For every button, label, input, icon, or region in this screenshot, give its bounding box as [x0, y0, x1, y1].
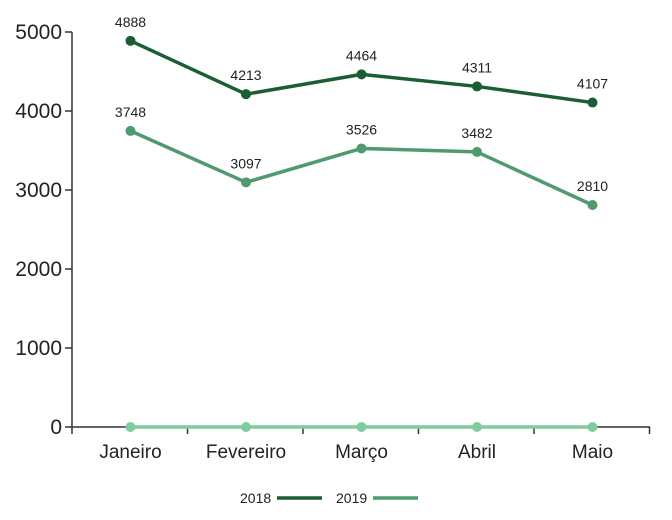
data-label: 4464 — [346, 47, 377, 63]
y-tick-label: 1000 — [15, 337, 62, 360]
data-point — [241, 422, 251, 432]
series-line — [129, 129, 594, 207]
data-label: 2810 — [577, 178, 608, 194]
data-label: 4107 — [577, 76, 608, 92]
x-axis-ticks: Janeiro Fevereiro Março Abril Maio — [71, 427, 651, 463]
data-label: 3526 — [346, 121, 377, 137]
y-tick-label: 5000 — [15, 21, 62, 44]
y-tick-label: 4000 — [15, 100, 62, 123]
data-label: 4888 — [115, 14, 146, 30]
data-label: 4311 — [462, 59, 492, 75]
x-tick-label: Abril — [458, 442, 496, 463]
y-axis-ticks: 0 1000 2000 3000 4000 5000 — [15, 21, 72, 439]
legend-label: 2019 — [336, 490, 367, 506]
data-label: 3097 — [230, 155, 261, 171]
data-point — [356, 69, 367, 80]
data-label: 3748 — [115, 104, 146, 120]
data-point — [472, 146, 482, 157]
data-point — [587, 200, 598, 211]
x-tick-label: Março — [335, 442, 388, 463]
data-point — [241, 89, 251, 100]
data-point — [125, 422, 136, 432]
data-point — [472, 422, 482, 432]
x-tick-label: Fevereiro — [206, 442, 286, 463]
y-tick-label: 2000 — [15, 258, 62, 281]
y-tick-label: 3000 — [15, 179, 62, 202]
chart-series: 4888 4213 4464 4311 4107 3748 3097 3526 3482 2810 — [115, 14, 608, 432]
data-point — [587, 422, 598, 432]
data-point — [472, 81, 482, 92]
chart-axes — [71, 32, 650, 428]
x-tick-label: Janeiro — [99, 442, 161, 463]
data-point — [587, 97, 598, 108]
y-tick-label: 0 — [50, 416, 62, 439]
data-label: 4213 — [230, 67, 261, 83]
legend-label: 2018 — [240, 490, 271, 506]
data-point — [125, 35, 136, 46]
chart-legend: 2018 2019 — [240, 490, 418, 506]
data-label: 3482 — [461, 125, 492, 141]
data-point — [356, 422, 367, 432]
x-tick-label: Maio — [572, 442, 613, 463]
data-point — [125, 125, 136, 136]
data-point — [241, 177, 251, 188]
data-point — [356, 143, 367, 154]
